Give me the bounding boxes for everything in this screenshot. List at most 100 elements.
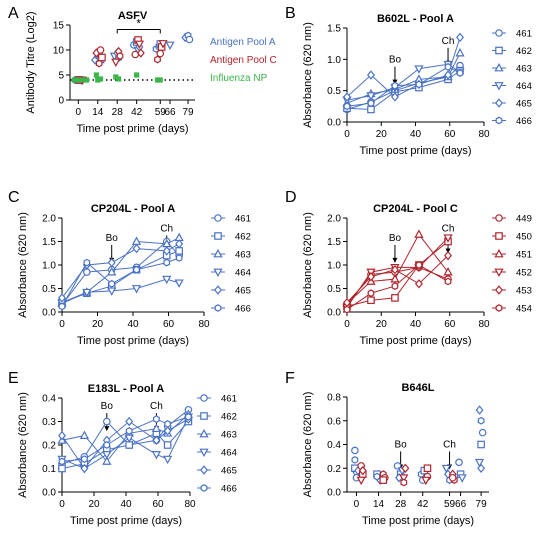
data-point — [82, 288, 92, 298]
data-point — [58, 293, 66, 303]
data-point — [379, 476, 388, 484]
data-point — [107, 257, 116, 268]
data-point — [391, 294, 399, 302]
legend-label: 466 — [221, 484, 237, 495]
data-point — [84, 77, 90, 83]
legend-marker — [213, 268, 223, 278]
data-point — [343, 305, 351, 314]
legend-marker — [494, 62, 504, 72]
panel-b: B B602L - Pool A 0.0 0.5 1.0 1.5 0 20 40 60 80 Time… — [285, 5, 532, 157]
y-tick-label: 15 — [53, 21, 65, 32]
legend-label: 462 — [235, 232, 251, 243]
legend-label: 466 — [516, 116, 532, 127]
y-tick-label: 0.1 — [42, 464, 56, 475]
data-point — [367, 296, 375, 305]
data-point — [95, 59, 103, 68]
annotation-label: Ch — [160, 223, 173, 234]
data-point — [103, 441, 111, 449]
legend-label: 451 — [516, 250, 532, 261]
data-point — [156, 49, 165, 58]
data-point — [71, 77, 77, 83]
data-point — [399, 474, 409, 483]
legend-label: 465 — [221, 466, 237, 477]
x-tick-label: 40 — [410, 319, 422, 330]
chart-title: B646L — [401, 382, 434, 394]
data-point — [390, 264, 399, 275]
x-axis-label: Time post prime (days) — [359, 335, 471, 347]
data-point — [158, 40, 168, 49]
chart-title: E183L - Pool A — [88, 383, 164, 395]
panel-letter: E — [8, 370, 19, 387]
annotation-label: Bo — [395, 439, 408, 450]
data-point — [475, 405, 484, 415]
y-tick-label: 1.5 — [42, 237, 56, 248]
data-point — [343, 92, 351, 102]
x-tick-label: 0 — [344, 319, 350, 330]
data-point — [401, 463, 410, 473]
data-point — [356, 476, 366, 486]
legend-marker — [213, 248, 223, 258]
data-point — [83, 258, 91, 267]
data-point — [400, 478, 408, 487]
legend-label: 463 — [221, 430, 237, 441]
legend-marker — [214, 304, 222, 312]
x-tick-label: 60 — [163, 319, 175, 330]
data-point — [175, 254, 183, 262]
data-point — [162, 455, 173, 465]
legend-label: 454 — [516, 304, 532, 315]
data-point — [163, 258, 171, 267]
data-point — [477, 463, 486, 473]
data-point — [154, 55, 161, 64]
panel-letter: A — [8, 5, 19, 22]
y-tick-label: 5 — [58, 71, 64, 82]
data-point — [154, 77, 161, 83]
y-tick-label: 1.0 — [42, 261, 56, 272]
data-point — [77, 77, 83, 83]
data-point — [151, 451, 162, 460]
y-tick-label: 0.8 — [327, 393, 341, 404]
x-tick-label: 14 — [373, 499, 385, 510]
y-axis-label: Antibody Titre (Log2) — [25, 11, 37, 113]
data-point — [477, 416, 485, 425]
data-point — [174, 279, 184, 288]
legend-marker — [495, 29, 503, 37]
x-axis-label: Time post prime (days) — [362, 515, 474, 527]
x-tick-label: 40 — [410, 129, 422, 140]
legend-marker — [495, 232, 503, 240]
series-line — [346, 66, 461, 107]
panel-letter: B — [285, 5, 296, 22]
data-point — [98, 53, 106, 62]
legend-label: 450 — [516, 232, 532, 243]
legend-label: 452 — [516, 268, 532, 279]
data-point — [163, 426, 172, 436]
data-point — [443, 234, 453, 243]
legend-label: Antigen Pool C — [210, 55, 277, 66]
data-point — [134, 40, 145, 50]
annotation-label: Bo — [389, 233, 402, 244]
data-point — [351, 456, 359, 464]
data-point — [102, 451, 112, 460]
x-tick-label: 0 — [59, 319, 65, 330]
data-point — [163, 441, 172, 449]
legend-label: 466 — [235, 304, 251, 315]
data-point — [477, 440, 485, 449]
legend-marker — [200, 465, 208, 475]
x-axis-label: Time post prime (days) — [77, 335, 189, 347]
chart-title: B602L - Pool A — [377, 13, 454, 25]
data-point — [152, 435, 161, 446]
data-point — [474, 458, 485, 468]
x-tick-label: 0 — [354, 499, 360, 510]
x-tick-label: 0 — [344, 129, 350, 140]
x-tick-label: 66 — [455, 499, 467, 510]
legend-label: 463 — [235, 250, 251, 261]
data-point — [80, 463, 89, 474]
y-tick-label: 1.0 — [327, 261, 341, 272]
data-point — [58, 302, 66, 311]
panel-c: C CP204L - Pool A 0.0 0.5 1.0 1.5 2.0 0 20 40 60 80… — [8, 189, 251, 347]
legend-marker — [495, 46, 503, 55]
annotation-arrowhead — [104, 426, 110, 432]
legend-label: Influenza NP — [210, 73, 268, 84]
x-tick-label: 79 — [182, 107, 194, 118]
